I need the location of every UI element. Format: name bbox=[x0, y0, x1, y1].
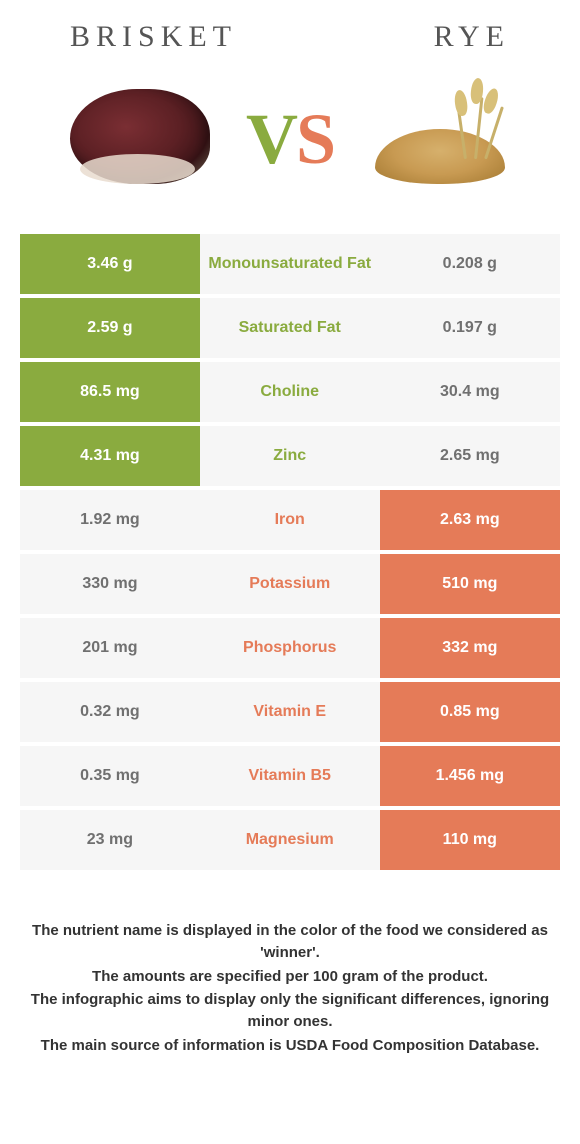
left-value-cell: 23 mg bbox=[20, 810, 200, 870]
vs-s-letter: S bbox=[296, 99, 334, 179]
right-value-cell: 1.456 mg bbox=[380, 746, 560, 806]
nutrient-label-cell: Saturated Fat bbox=[200, 298, 380, 358]
right-value-cell: 0.197 g bbox=[380, 298, 560, 358]
table-row: 0.32 mgVitamin E0.85 mg bbox=[20, 682, 560, 742]
left-value-cell: 3.46 g bbox=[20, 234, 200, 294]
footer-line-2: The amounts are specified per 100 gram o… bbox=[30, 966, 550, 988]
right-value-cell: 110 mg bbox=[380, 810, 560, 870]
table-row: 0.35 mgVitamin B51.456 mg bbox=[20, 746, 560, 806]
right-value-cell: 510 mg bbox=[380, 554, 560, 614]
right-value-cell: 30.4 mg bbox=[380, 362, 560, 422]
left-value-cell: 201 mg bbox=[20, 618, 200, 678]
nutrient-label-cell: Choline bbox=[200, 362, 380, 422]
right-value-cell: 0.208 g bbox=[380, 234, 560, 294]
vs-v-letter: V bbox=[246, 99, 296, 179]
nutrient-table: 3.46 gMonounsaturated Fat0.208 g2.59 gSa… bbox=[20, 234, 560, 870]
nutrient-label-cell: Magnesium bbox=[200, 810, 380, 870]
vs-label: VS bbox=[246, 98, 334, 181]
table-row: 4.31 mgZinc2.65 mg bbox=[20, 426, 560, 486]
left-value-cell: 2.59 g bbox=[20, 298, 200, 358]
table-row: 1.92 mgIron2.63 mg bbox=[20, 490, 560, 550]
right-value-cell: 2.65 mg bbox=[380, 426, 560, 486]
nutrient-label-cell: Vitamin E bbox=[200, 682, 380, 742]
right-value-cell: 0.85 mg bbox=[380, 682, 560, 742]
brisket-image bbox=[65, 84, 215, 194]
table-row: 86.5 mgCholine30.4 mg bbox=[20, 362, 560, 422]
table-row: 3.46 gMonounsaturated Fat0.208 g bbox=[20, 234, 560, 294]
nutrient-label-cell: Phosphorus bbox=[200, 618, 380, 678]
right-food-title: RYE bbox=[434, 20, 510, 54]
hero-row: VS bbox=[20, 84, 560, 194]
left-food-title: BRISKET bbox=[70, 20, 237, 54]
left-value-cell: 1.92 mg bbox=[20, 490, 200, 550]
right-value-cell: 2.63 mg bbox=[380, 490, 560, 550]
footer-notes: The nutrient name is displayed in the co… bbox=[20, 920, 560, 1057]
header-row: BRISKET RYE bbox=[20, 20, 560, 54]
nutrient-label-cell: Zinc bbox=[200, 426, 380, 486]
table-row: 201 mgPhosphorus332 mg bbox=[20, 618, 560, 678]
footer-line-3: The infographic aims to display only the… bbox=[30, 989, 550, 1033]
nutrient-label-cell: Potassium bbox=[200, 554, 380, 614]
right-value-cell: 332 mg bbox=[380, 618, 560, 678]
left-value-cell: 4.31 mg bbox=[20, 426, 200, 486]
rye-image bbox=[365, 84, 515, 194]
nutrient-label-cell: Iron bbox=[200, 490, 380, 550]
table-row: 23 mgMagnesium110 mg bbox=[20, 810, 560, 870]
table-row: 2.59 gSaturated Fat0.197 g bbox=[20, 298, 560, 358]
nutrient-label-cell: Monounsaturated Fat bbox=[200, 234, 380, 294]
left-value-cell: 86.5 mg bbox=[20, 362, 200, 422]
left-value-cell: 0.35 mg bbox=[20, 746, 200, 806]
footer-line-4: The main source of information is USDA F… bbox=[30, 1035, 550, 1057]
footer-line-1: The nutrient name is displayed in the co… bbox=[30, 920, 550, 964]
table-row: 330 mgPotassium510 mg bbox=[20, 554, 560, 614]
nutrient-label-cell: Vitamin B5 bbox=[200, 746, 380, 806]
left-value-cell: 0.32 mg bbox=[20, 682, 200, 742]
left-value-cell: 330 mg bbox=[20, 554, 200, 614]
